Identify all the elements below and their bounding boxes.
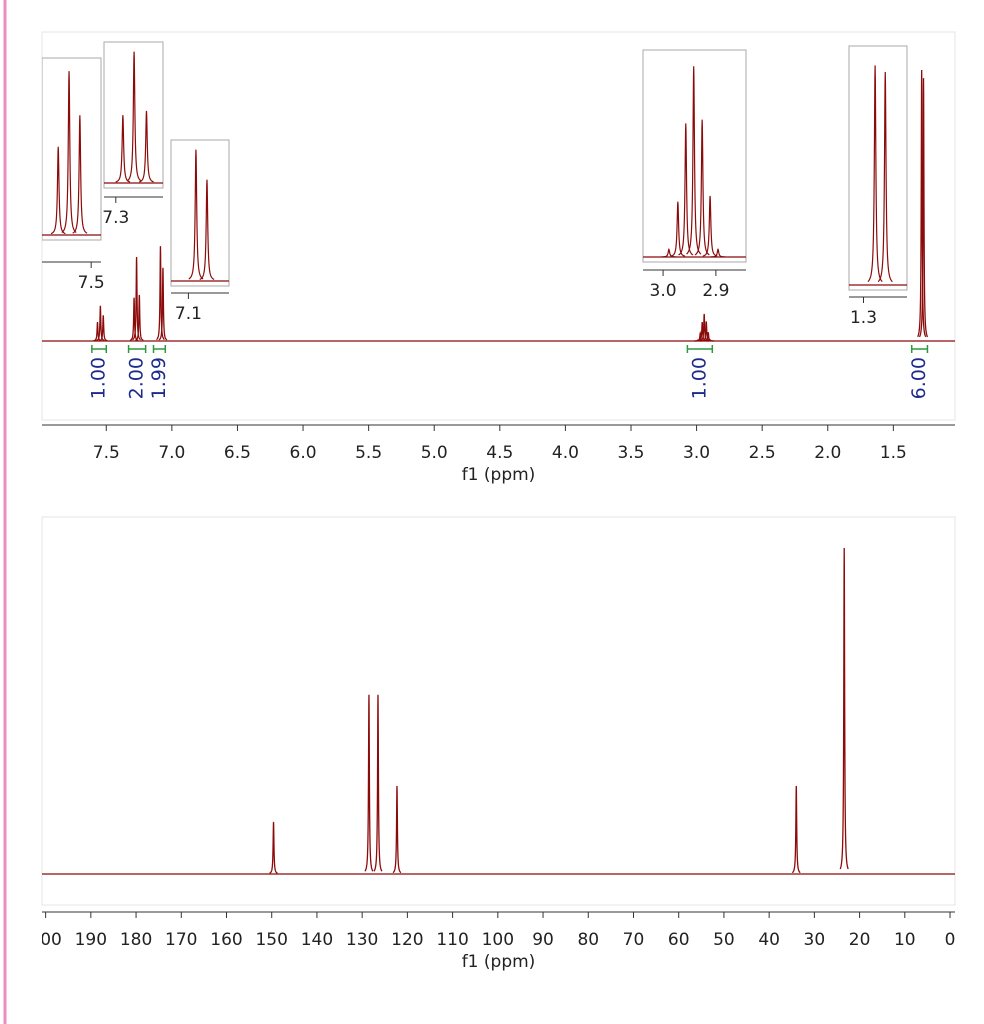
peak [392, 785, 402, 874]
integral-bracket [152, 345, 167, 353]
x-tick-label: 130 [346, 930, 378, 950]
inset-peak [877, 71, 893, 283]
peak [158, 267, 168, 341]
inset-tick-label: 7.5 [78, 273, 105, 293]
peak [791, 785, 801, 874]
inset-frame [170, 139, 230, 287]
x-axis-label: f1 (ppm) [462, 465, 536, 485]
x-tick-label: 1.5 [880, 443, 907, 463]
inset-peak [670, 201, 686, 257]
x-tick-label: 3.5 [617, 443, 644, 463]
inset-tick-label: 3.0 [650, 281, 677, 301]
panel-frame [41, 516, 956, 906]
integral-label: 6.00 [908, 357, 930, 399]
inset-peak [199, 179, 215, 280]
x-tick-label: 5.5 [355, 443, 382, 463]
peak [918, 78, 929, 338]
inset-peak [126, 51, 142, 182]
x-tick-label: 5.0 [421, 443, 448, 463]
peak [364, 694, 374, 872]
integral-bracket [686, 345, 714, 353]
inset-frame [848, 45, 908, 291]
integral-bracket [910, 345, 929, 353]
inset-peak [188, 149, 204, 280]
x-tick-label: 140 [301, 930, 333, 950]
x-tick-label: 180 [120, 930, 152, 950]
peak [96, 305, 105, 342]
peak [132, 256, 141, 341]
peak [706, 339, 715, 342]
x-tick-label: 10 [894, 930, 916, 950]
inset-tick-label: 7.3 [102, 208, 129, 228]
peak [373, 694, 383, 872]
x-tick-label: 200 [29, 930, 61, 950]
x-tick-label: 80 [577, 930, 599, 950]
inset-peak [710, 248, 726, 258]
inset-tick-label: 2.9 [702, 281, 729, 301]
x-tick-label: 70 [623, 930, 645, 950]
x-tick-label: 50 [713, 930, 735, 950]
inset-peak [72, 115, 88, 234]
x-tick-label: 3.0 [683, 443, 710, 463]
inset-peak [61, 71, 77, 233]
x-tick-label: 20 [849, 930, 871, 950]
x-tick-label: 2.0 [814, 443, 841, 463]
integral-bracket [91, 345, 108, 353]
x-tick-label: 90 [532, 930, 554, 950]
x-tick-label: 6.0 [290, 443, 317, 463]
x-tick-label: 160 [210, 930, 242, 950]
x-tick-label: 190 [75, 930, 107, 950]
x-tick-label: 30 [804, 930, 826, 950]
x-tick-label: 0 [945, 930, 956, 950]
inset-tick-label: 7.1 [175, 304, 202, 324]
x-tick-label: 40 [758, 930, 780, 950]
x-tick-label: 100 [482, 930, 514, 950]
inset-peak [702, 195, 718, 257]
integral-label: 1.00 [88, 357, 110, 399]
x-tick-label: 4.5 [486, 443, 513, 463]
charts: 7.5 7.0 6.5 6.0 5.5 5.0 4.5 4.0 3.5 3.0 2.5 2.0 1.5 f… [29, 41, 956, 972]
integral-label: 1.99 [148, 357, 170, 399]
integral-bracket [127, 345, 147, 353]
inset-tick-label: 1.3 [850, 308, 877, 328]
x-tick-label: 170 [165, 930, 197, 950]
x-tick-label: 4.0 [552, 443, 579, 463]
peak [135, 294, 144, 341]
peak [917, 69, 927, 338]
integral-label: 2.00 [126, 357, 148, 399]
peak [99, 315, 108, 342]
inset-peak [661, 248, 677, 258]
peak [269, 821, 278, 874]
inset-peak [139, 110, 154, 183]
peak [156, 246, 165, 341]
x-tick-label: 7.5 [93, 443, 120, 463]
peak [839, 547, 849, 870]
x-tick-label: 110 [436, 930, 468, 950]
x-tick-label: 150 [255, 930, 287, 950]
x-axis-label: f1 (ppm) [462, 952, 536, 972]
x-tick-label: 6.5 [224, 443, 251, 463]
x-tick-label: 2.5 [749, 443, 776, 463]
integral-label: 1.00 [688, 357, 710, 399]
x-tick-label: 120 [391, 930, 423, 950]
x-tick-label: 7.0 [158, 443, 185, 463]
x-tick-label: 60 [668, 930, 690, 950]
inset-peak [678, 123, 694, 256]
